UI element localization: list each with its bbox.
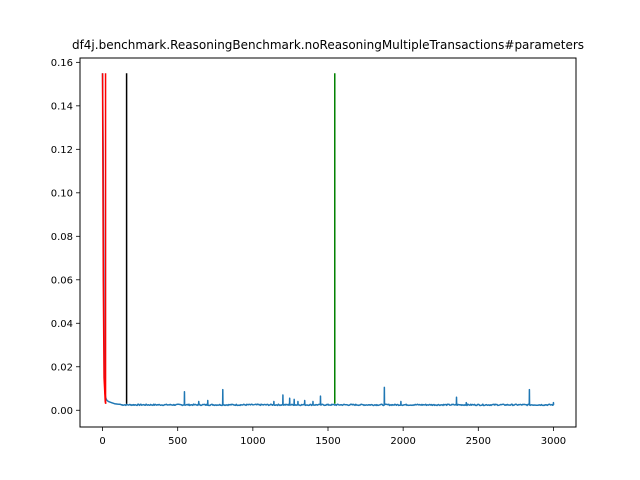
y-axis: 0.00 0.02 0.04 0.06 0.08 0.10 0.12 0.14 0.16 bbox=[51, 58, 80, 417]
x-axis: 0 500 1000 1500 2000 2500 3000 bbox=[99, 427, 566, 447]
plot-area bbox=[101, 73, 555, 407]
x-tick-label: 2000 bbox=[390, 436, 415, 447]
y-tick-label: 0.12 bbox=[51, 145, 73, 156]
axes-frame bbox=[79, 57, 577, 428]
y-tick-label: 0.04 bbox=[51, 319, 73, 330]
chart-title: df4j.benchmark.ReasoningBenchmark.noReas… bbox=[72, 38, 584, 52]
series-line-main bbox=[101, 73, 555, 407]
y-tick-label: 0.16 bbox=[51, 58, 73, 69]
x-tick-label: 0 bbox=[99, 436, 105, 447]
x-tick-label: 500 bbox=[168, 436, 187, 447]
y-tick-label: 0.02 bbox=[51, 362, 73, 373]
y-tick-label: 0.06 bbox=[51, 275, 73, 286]
x-tick-label: 2500 bbox=[466, 436, 491, 447]
y-tick-label: 0.00 bbox=[51, 406, 73, 417]
x-tick-label: 1500 bbox=[315, 436, 340, 447]
x-tick-label: 3000 bbox=[541, 436, 566, 447]
y-tick-label: 0.08 bbox=[51, 232, 73, 243]
x-tick-label: 1000 bbox=[240, 436, 265, 447]
y-tick-label: 0.14 bbox=[51, 101, 73, 112]
y-tick-label: 0.10 bbox=[51, 188, 73, 199]
